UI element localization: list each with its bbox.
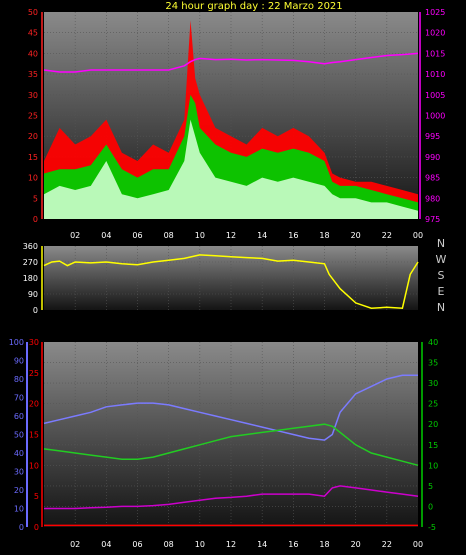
speed-light-area bbox=[44, 119, 418, 219]
rain-tick-label: 25 bbox=[29, 369, 39, 378]
x-tick-label: 06 bbox=[132, 540, 142, 549]
x-tick-label: 12 bbox=[226, 540, 236, 549]
temperature-tick-label: 30 bbox=[428, 379, 438, 388]
direction-line bbox=[43, 254, 419, 309]
y-tick-label: 15 bbox=[28, 153, 38, 162]
x-tick-label: 06 bbox=[132, 231, 142, 240]
x-tick-label: 10 bbox=[195, 540, 205, 549]
y-tick-label: 5 bbox=[33, 194, 38, 203]
x-tick-label: 16 bbox=[288, 231, 298, 240]
compass-label: W bbox=[436, 253, 447, 266]
humidity-tick-label: 90 bbox=[14, 357, 24, 366]
compass-label: E bbox=[438, 285, 445, 298]
x-tick-label: 18 bbox=[319, 540, 329, 549]
y-tick-label: 90 bbox=[28, 290, 38, 299]
x-tick-label: 10 bbox=[195, 231, 205, 240]
temperature-tick-label: 15 bbox=[428, 441, 438, 450]
x-tick-label: 12 bbox=[226, 231, 236, 240]
y2-tick-label: 1005 bbox=[425, 91, 445, 100]
x-tick-label: 00 bbox=[413, 540, 423, 549]
temperature-tick-label: 0 bbox=[428, 502, 433, 511]
y2-tick-label: 990 bbox=[425, 153, 440, 162]
rain-tick-label: 30 bbox=[29, 338, 39, 347]
wind-panel: 0510152025303540455097598098599099510001… bbox=[28, 8, 446, 240]
y-tick-label: 0 bbox=[33, 306, 38, 315]
x-tick-label: 14 bbox=[257, 231, 267, 240]
y2-tick-label: 1010 bbox=[425, 70, 445, 79]
y2-tick-label: 980 bbox=[425, 194, 440, 203]
x-tick-label: 02 bbox=[70, 231, 80, 240]
chart-title: 24 hour graph day : 22 Marzo 2021 bbox=[165, 1, 342, 12]
x-tick-label: 20 bbox=[351, 540, 361, 549]
x-tick-label: 00 bbox=[413, 231, 423, 240]
x-tick-label: 18 bbox=[319, 231, 329, 240]
temperature-tick-label: 10 bbox=[428, 461, 438, 470]
rain-tick-label: 0 bbox=[34, 523, 39, 532]
y-tick-label: 10 bbox=[28, 174, 38, 183]
rain-tick-label: 10 bbox=[29, 461, 39, 470]
y-tick-label: 270 bbox=[23, 258, 38, 267]
y-tick-label: 30 bbox=[28, 91, 38, 100]
temperature-tick-label: -5 bbox=[428, 523, 436, 532]
rain-tick-label: 5 bbox=[34, 492, 39, 501]
y2-tick-label: 995 bbox=[425, 132, 440, 141]
y2-tick-label: 1025 bbox=[425, 8, 445, 17]
humidity-tick-label: 100 bbox=[9, 338, 24, 347]
temperature-tick-label: 40 bbox=[428, 338, 438, 347]
x-tick-label: 08 bbox=[164, 231, 174, 240]
y2-tick-label: 975 bbox=[425, 215, 440, 224]
humidity-tick-label: 20 bbox=[14, 486, 24, 495]
humidity-tick-label: 60 bbox=[14, 412, 24, 421]
y2-tick-label: 1015 bbox=[425, 49, 445, 58]
y-tick-label: 360 bbox=[23, 242, 38, 251]
x-tick-label: 14 bbox=[257, 540, 267, 549]
y-tick-label: 45 bbox=[28, 29, 38, 38]
y-tick-label: 25 bbox=[28, 112, 38, 121]
compass-label: S bbox=[438, 269, 445, 282]
x-tick-label: 04 bbox=[101, 231, 111, 240]
x-tick-label: 20 bbox=[351, 231, 361, 240]
humidity-tick-label: 40 bbox=[14, 449, 24, 458]
temperature-tick-label: 5 bbox=[428, 482, 433, 491]
y2-tick-label: 1020 bbox=[425, 29, 445, 38]
dewpoint-line bbox=[44, 485, 419, 510]
x-tick-label: 08 bbox=[164, 540, 174, 549]
y2-tick-label: 1000 bbox=[425, 112, 445, 121]
humidity-tick-label: 10 bbox=[14, 505, 24, 514]
x-tick-label: 02 bbox=[70, 540, 80, 549]
y2-tick-label: 985 bbox=[425, 174, 440, 183]
temperature-tick-label: 20 bbox=[428, 420, 438, 429]
compass-label: N bbox=[437, 237, 445, 250]
y-tick-label: 0 bbox=[33, 215, 38, 224]
compass-label: N bbox=[437, 301, 445, 314]
x-tick-label: 22 bbox=[382, 231, 392, 240]
pressure-line bbox=[43, 52, 419, 73]
temperature-line bbox=[43, 423, 419, 467]
humidity-tick-label: 50 bbox=[14, 431, 24, 440]
humidity-tick-label: 30 bbox=[14, 468, 24, 477]
temperature-humidity-panel: 0102030405060708090100051015202530-50510… bbox=[9, 338, 438, 549]
y-tick-label: 35 bbox=[28, 70, 38, 79]
x-tick-label: 16 bbox=[288, 540, 298, 549]
y-tick-label: 180 bbox=[23, 274, 38, 283]
rain-tick-label: 20 bbox=[29, 400, 39, 409]
x-tick-label: 04 bbox=[101, 540, 111, 549]
x-tick-label: 22 bbox=[382, 540, 392, 549]
humidity-tick-label: 80 bbox=[14, 375, 24, 384]
y-tick-label: 20 bbox=[28, 132, 38, 141]
y-tick-label: 50 bbox=[28, 8, 38, 17]
y-tick-label: 40 bbox=[28, 49, 38, 58]
humidity-line bbox=[43, 374, 418, 441]
temperature-tick-label: 35 bbox=[428, 359, 438, 368]
temperature-tick-label: 25 bbox=[428, 400, 438, 409]
rain-tick-label: 15 bbox=[29, 431, 39, 440]
humidity-tick-label: 0 bbox=[19, 523, 24, 532]
humidity-tick-label: 70 bbox=[14, 394, 24, 403]
